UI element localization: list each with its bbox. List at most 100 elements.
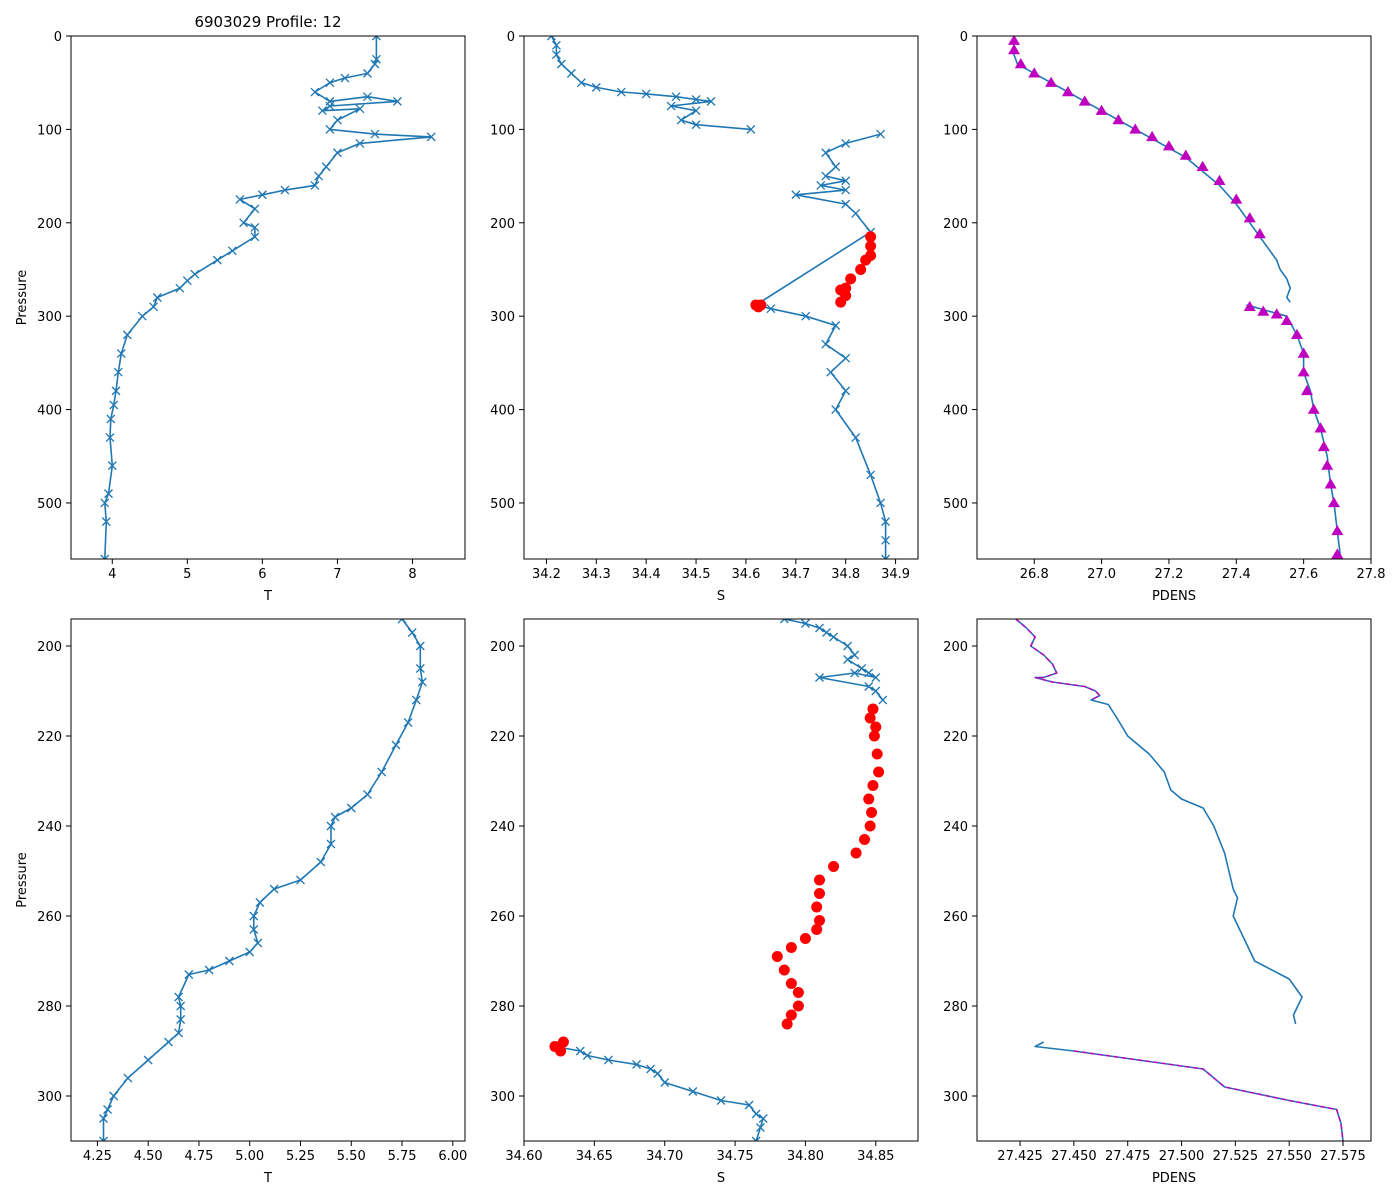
x-axis-label: PDENS xyxy=(1152,1171,1196,1186)
data-point-x-marker xyxy=(370,59,380,69)
data-point-triangle xyxy=(1324,478,1337,489)
x-tick-label: 34.5 xyxy=(682,567,711,582)
data-point-x-marker xyxy=(257,190,267,200)
series-s-zoom-lower xyxy=(550,1042,768,1141)
y-tick-label: 200 xyxy=(37,217,62,232)
x-tick-label: 34.8 xyxy=(831,567,860,582)
data-point-x-marker xyxy=(250,222,260,232)
data-point-triangle xyxy=(1008,36,1021,45)
y-tick-label: 400 xyxy=(943,404,968,419)
data-point-triangle xyxy=(1243,300,1256,312)
data-point-x-marker xyxy=(332,148,342,158)
data-point-x-marker xyxy=(821,339,831,349)
y-tick-label: 500 xyxy=(490,497,515,512)
data-point-x-marker xyxy=(255,898,265,907)
data-point-x-marker xyxy=(816,180,826,190)
x-tick-label: 27.525 xyxy=(1213,1149,1259,1164)
x-tick-label: 5.00 xyxy=(235,1149,264,1164)
series-line xyxy=(784,619,884,701)
series-pdens-zoom-flagged xyxy=(1015,619,1101,701)
data-point-x-marker xyxy=(881,535,891,545)
x-tick-label: 4.50 xyxy=(134,1149,163,1164)
data-point-triangle xyxy=(1008,44,1021,55)
data-point-x-marker xyxy=(417,677,427,687)
data-point-x-marker xyxy=(881,554,891,559)
data-point-dot xyxy=(866,807,878,818)
data-point-x-marker xyxy=(176,1015,186,1024)
panel-top-PDENS: 26.8 27.0 27.2 27.4 27.6 27.8 0 100 200 300 400 500… xyxy=(943,30,1385,604)
data-point-x-marker xyxy=(646,1064,656,1074)
data-point-x-marker xyxy=(280,185,290,195)
data-point-dot xyxy=(811,924,823,935)
data-point-x-marker xyxy=(101,517,111,527)
plot-area xyxy=(549,619,888,1141)
data-point-x-marker xyxy=(253,938,263,948)
data-point-dot xyxy=(814,888,825,899)
series-s-flagged xyxy=(835,231,877,308)
data-point-x-marker xyxy=(546,36,556,41)
data-point-x-marker xyxy=(843,641,853,651)
y-tick-label: 200 xyxy=(943,640,968,655)
data-point-x-marker xyxy=(113,367,123,377)
data-point-x-marker xyxy=(106,414,116,424)
data-point-x-marker xyxy=(190,269,200,279)
y-tick-label: 400 xyxy=(37,404,62,419)
series-line-dashed xyxy=(1073,1050,1344,1141)
data-point-x-marker xyxy=(691,95,701,104)
data-point-dot xyxy=(867,780,879,791)
data-point-x-marker xyxy=(688,1087,698,1096)
data-point-x-marker xyxy=(100,498,110,508)
data-point-x-marker xyxy=(691,120,701,130)
data-point-x-marker xyxy=(391,740,401,750)
x-tick-label: 27.550 xyxy=(1266,1149,1312,1164)
data-point-x-marker xyxy=(779,619,789,624)
data-point-x-marker xyxy=(822,628,831,637)
panel-bottom-PDENS: 27.425 27.450 27.475 27.500 27.525 27.550 27.5… xyxy=(943,618,1372,1186)
data-point-x-marker xyxy=(184,970,194,979)
data-point-x-marker xyxy=(582,1051,592,1060)
plot-area xyxy=(1008,36,1344,559)
panel-top-S: 34.2 34.3 34.4 34.5 34.6 34.7 34.8 34.9 0 100 200 3… xyxy=(490,30,919,604)
data-point-x-marker xyxy=(137,311,147,321)
data-point-x-marker xyxy=(310,180,320,190)
data-point-x-marker xyxy=(317,106,327,116)
data-point-x-marker xyxy=(831,321,841,330)
data-point-dot xyxy=(555,1045,567,1057)
x-axis-label: PDENS xyxy=(1152,589,1196,604)
y-tick-label: 280 xyxy=(943,1000,968,1015)
x-tick-label: 34.3 xyxy=(582,567,611,582)
data-point-x-marker xyxy=(758,1114,768,1123)
y-tick-label: 220 xyxy=(490,730,515,745)
x-tick-label: 26.8 xyxy=(1020,567,1049,582)
x-tick-label: 7 xyxy=(333,567,341,582)
x-tick-label: 4 xyxy=(108,567,116,582)
data-point-x-marker xyxy=(616,87,626,97)
data-point-x-marker xyxy=(326,839,336,849)
data-point-x-marker xyxy=(660,1078,670,1087)
x-tick-label: 34.7 xyxy=(781,567,810,582)
data-point-dot xyxy=(814,874,825,886)
data-point-dot xyxy=(828,861,840,872)
data-point-dot xyxy=(785,978,797,989)
x-tick-label: 5.50 xyxy=(337,1149,366,1164)
x-tick-label: 34.65 xyxy=(576,1149,613,1164)
data-point-x-marker xyxy=(851,433,861,443)
data-point-dot xyxy=(752,301,764,313)
y-tick-label: 300 xyxy=(37,310,62,325)
data-point-x-marker xyxy=(411,695,421,705)
data-point-x-marker xyxy=(857,664,867,673)
data-point-x-marker xyxy=(871,686,881,696)
series-line xyxy=(1034,1041,1344,1141)
series-line xyxy=(104,36,432,559)
data-point-x-marker xyxy=(143,1055,153,1065)
y-tick-label: 500 xyxy=(37,497,62,512)
data-point-dot xyxy=(855,263,867,275)
data-point-x-marker xyxy=(164,1037,173,1047)
x-tick-label: 8 xyxy=(408,567,416,582)
plot-area xyxy=(546,36,891,559)
x-tick-label: 6 xyxy=(258,567,266,582)
data-point-x-marker xyxy=(325,124,335,134)
x-tick-label: 27.2 xyxy=(1154,567,1183,582)
data-point-x-marker xyxy=(864,682,874,691)
